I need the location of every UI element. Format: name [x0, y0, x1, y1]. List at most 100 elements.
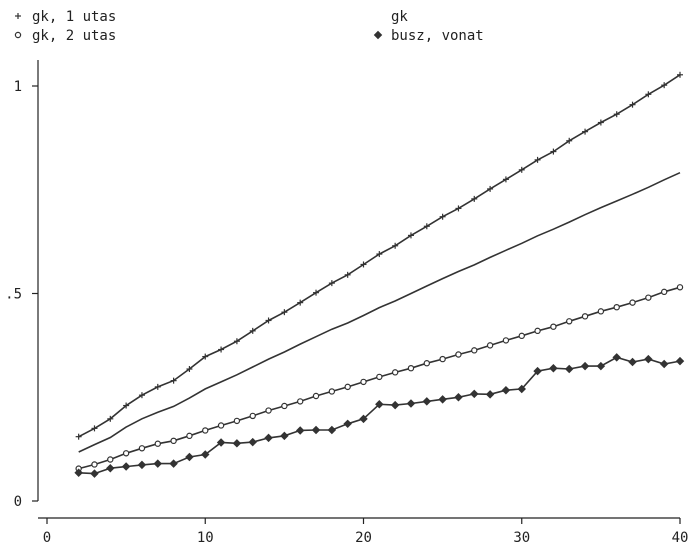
data-point-circle: [122, 450, 130, 457]
data-point-diamond: [216, 438, 226, 447]
data-point-diamond: [90, 469, 99, 478]
data-point-plus: [439, 213, 446, 220]
data-point-diamond: [533, 366, 542, 376]
data-point-plus: [75, 433, 82, 440]
data-point-plus: [328, 280, 335, 287]
data-point-plus: [265, 317, 272, 324]
data-point-diamond: [201, 450, 210, 459]
data-point-plus: [123, 402, 130, 409]
x-ticks: 0 10 20 30 40: [43, 518, 689, 546]
data-point-circle: [217, 422, 225, 429]
data-point-plus: [487, 185, 494, 192]
data-point-circle: [391, 369, 399, 376]
data-point-circle: [534, 327, 541, 335]
data-point-diamond: [137, 460, 147, 470]
data-point-plus: [170, 377, 177, 384]
data-point-plus: [376, 251, 383, 258]
x-tick-label: 0: [43, 530, 51, 546]
data-point-plus: [534, 156, 541, 163]
data-point-diamond: [454, 393, 463, 402]
data-point-circle: [660, 288, 668, 296]
legend-label: gk, 1 utas: [32, 9, 116, 25]
data-point-plus: [107, 415, 114, 422]
x-tick-label: 10: [197, 530, 214, 546]
data-point-plus: [661, 82, 668, 89]
data-point-diamond: [612, 353, 621, 362]
x-tick-label: 20: [355, 530, 372, 546]
data-point-circle: [629, 299, 636, 306]
data-point-circle: [360, 378, 367, 386]
data-point-diamond: [659, 359, 669, 369]
data-point-diamond: [106, 463, 115, 473]
x-tick-label: 30: [513, 530, 530, 546]
data-point-plus: [455, 205, 462, 212]
data-point-diamond: [390, 400, 400, 410]
data-point-diamond: [406, 399, 416, 408]
data-point-diamond: [375, 400, 384, 409]
y-ticks: 0.51: [5, 79, 38, 510]
data-point-plus: [613, 111, 620, 118]
data-point-circle: [502, 337, 510, 344]
data-point-plus: [392, 242, 399, 249]
data-point-diamond: [628, 357, 637, 367]
data-point-circle: [581, 313, 589, 320]
data-point-diamond: [644, 354, 653, 364]
data-point-circle: [455, 351, 462, 358]
data-point-circle: [645, 294, 652, 301]
data-point-circle: [202, 427, 209, 434]
data-point-plus: [645, 91, 652, 98]
data-point-diamond: [675, 356, 685, 366]
data-point-diamond: [295, 426, 305, 435]
data-point-plus: [297, 299, 304, 306]
data-point-diamond: [470, 389, 479, 399]
legend-marker-diamond-icon: [373, 30, 383, 40]
data-point-plus: [407, 232, 414, 239]
data-point-diamond: [248, 437, 257, 447]
data-point-circle: [154, 440, 161, 447]
data-point-circle: [423, 360, 430, 367]
data-point-plus: [233, 338, 240, 345]
data-point-circle: [344, 383, 351, 391]
data-point-diamond: [153, 459, 163, 468]
data-point-circle: [518, 332, 525, 340]
data-point-plus: [91, 425, 98, 432]
data-point-diamond: [580, 361, 590, 371]
series-line: [78, 171, 681, 453]
legend-item-busz-vonat: busz, vonat: [373, 28, 484, 44]
data-point-plus: [249, 327, 256, 334]
legend-item-gk-1-utas: gk, 1 utas: [15, 9, 116, 25]
data-point-circle: [328, 388, 336, 395]
data-point-circle: [312, 392, 320, 400]
data-point-diamond: [422, 397, 432, 406]
data-point-diamond: [359, 414, 368, 424]
data-point-circle: [186, 432, 193, 440]
data-point-plus: [218, 346, 225, 353]
data-point-diamond: [517, 384, 526, 394]
legend-label: busz, vonat: [391, 28, 484, 44]
data-point-plus: [186, 366, 193, 373]
data-point-plus: [344, 271, 351, 278]
data-point-plus: [597, 119, 604, 126]
data-point-diamond: [564, 364, 574, 374]
x-tick-label: 40: [672, 530, 689, 546]
y-tick-label: 1: [14, 79, 22, 95]
data-point-diamond: [327, 425, 337, 435]
data-point-diamond: [485, 390, 495, 399]
data-point-circle: [249, 412, 256, 420]
series-gk: [78, 171, 681, 453]
data-point-circle: [297, 398, 304, 405]
data-point-circle: [138, 445, 146, 452]
data-point-diamond: [121, 462, 131, 471]
data-point-circle: [676, 284, 684, 291]
y-tick-label: .5: [5, 287, 22, 303]
legend: gk, 1 utas gk, 2 utas gk busz, vonat: [14, 9, 484, 44]
series-gk-1-utas: [75, 71, 683, 440]
y-tick-label: 0: [14, 494, 22, 510]
data-point-diamond: [501, 385, 511, 395]
data-point-circle: [265, 407, 272, 414]
data-point-circle: [597, 308, 605, 315]
data-point-plus: [582, 128, 589, 135]
data-point-circle: [407, 365, 415, 372]
legend-marker-circle-icon: [14, 31, 22, 39]
data-point-circle: [281, 402, 288, 410]
